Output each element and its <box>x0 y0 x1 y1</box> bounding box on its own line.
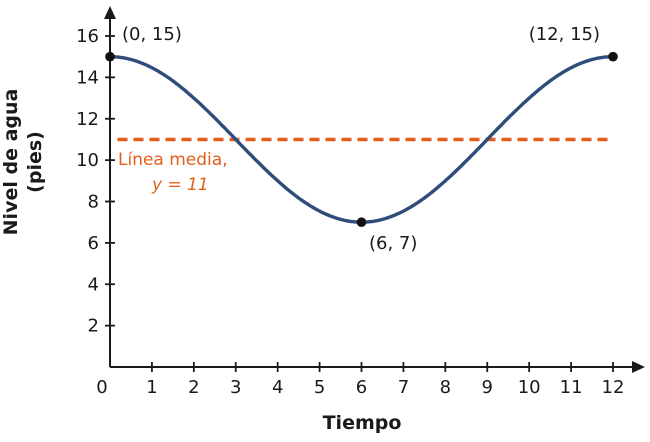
x-tick-label: 12 <box>602 377 625 398</box>
x-tick-label: 5 <box>314 377 325 398</box>
y-axis-title-line1: Nivel de agua <box>0 89 22 236</box>
x-axis-arrow <box>632 361 645 373</box>
x-tick-label: 4 <box>272 377 283 398</box>
midline-label-line2: y = 11 <box>151 175 209 195</box>
y-tick-label: 16 <box>76 26 99 47</box>
x-tick-label: 9 <box>482 377 493 398</box>
y-axis-arrow <box>104 6 116 19</box>
point-label-min: (6, 7) <box>369 233 417 254</box>
point-label-end: (12, 15) <box>529 24 600 45</box>
data-point <box>356 217 367 227</box>
x-tick-label: 2 <box>188 377 199 398</box>
chart-labels: Tiempo Nivel de agua (pies) Línea media,… <box>0 24 600 434</box>
x-tick-label: 3 <box>230 377 241 398</box>
y-tick-label: 4 <box>88 274 99 295</box>
y-tick-label: 6 <box>88 233 99 254</box>
midline-label-line1: Línea media, <box>118 150 228 170</box>
y-tick-label: 8 <box>88 192 99 213</box>
y-tick-label: 12 <box>76 109 99 130</box>
x-axis-title: Tiempo <box>323 412 402 434</box>
data-point <box>105 51 115 62</box>
x-tick-label: 8 <box>440 377 451 398</box>
y-tick-label: 10 <box>76 150 99 171</box>
data-point <box>608 51 618 62</box>
y-tick-label: 2 <box>88 316 99 337</box>
y-axis-title-line2: (pies) <box>24 131 46 193</box>
x-tick-label: 11 <box>560 377 583 398</box>
x-tick-label: 6 <box>356 377 367 398</box>
x-tick-label: 1 <box>146 377 157 398</box>
point-label-start: (0, 15) <box>122 24 182 45</box>
y-tick-label: 14 <box>76 67 99 88</box>
x-tick-label: 10 <box>518 377 541 398</box>
x-tick-label: 7 <box>398 377 409 398</box>
origin-label: 0 <box>96 377 107 398</box>
